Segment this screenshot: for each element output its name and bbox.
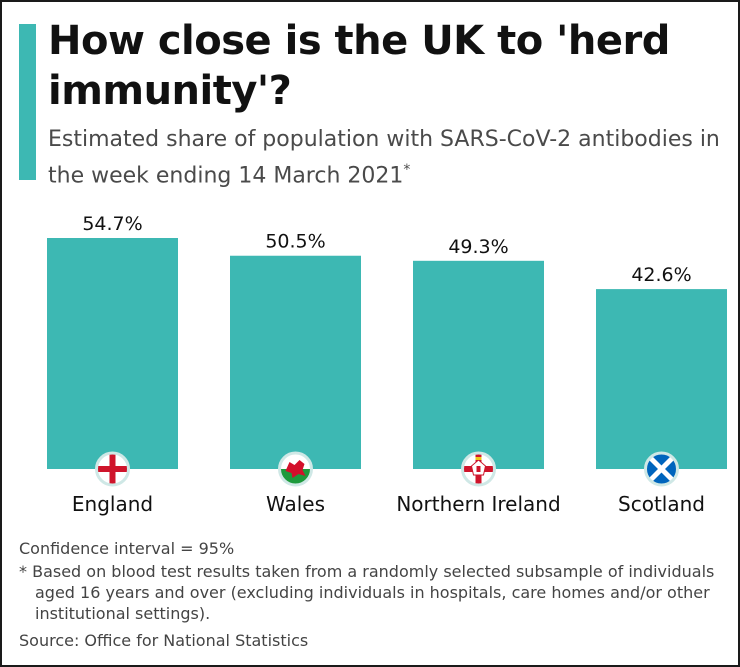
footnote: * Based on blood test results taken from… [19,562,715,623]
confidence-note: Confidence interval = 95% [19,539,235,558]
data-label: 54.7% [82,213,142,235]
category-label: England [72,492,153,516]
bar [413,260,544,469]
bar-chart: 54.7% England 50.5% Wales 49.3% Northern Irel… [47,213,727,516]
subtitle-footnote-marker: * [403,162,411,178]
chart-subtitle: Estimated share of population with SARS-… [48,125,728,191]
subtitle-text: Estimated share of population with SARS-… [48,127,720,189]
accent-bar [19,24,36,180]
england-flag-icon [95,451,130,487]
bar [230,255,361,469]
chart-title: How close is the UK to 'herd immunity'? [48,18,670,114]
data-label: 42.6% [631,264,691,286]
category-label: Wales [266,492,325,516]
scotland-flag-icon [644,451,679,487]
wales-flag-icon [278,451,313,487]
category-label: Scotland [618,492,705,516]
bar [47,238,178,469]
data-label: 50.5% [265,231,325,253]
source-note: Source: Office for National Statistics [19,631,309,650]
bar [596,289,727,469]
northern-ireland-flag-icon [461,451,496,487]
category-label: Northern Ireland [396,492,560,516]
data-label: 49.3% [448,236,508,258]
